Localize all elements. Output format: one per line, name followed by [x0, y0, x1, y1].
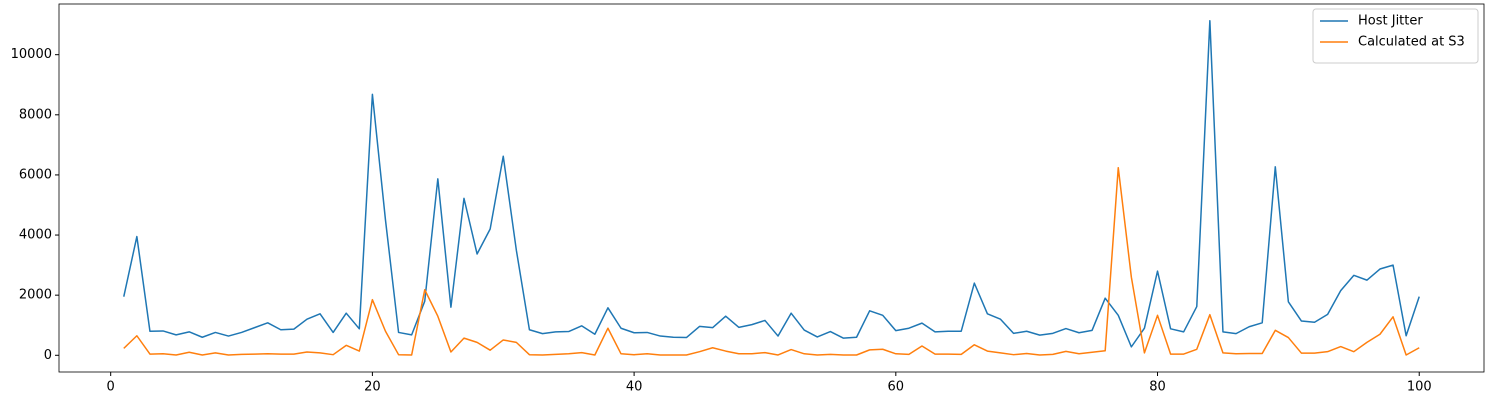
legend-label: Calculated at S3	[1358, 35, 1465, 50]
series-line	[123, 166, 1420, 356]
x-tick-label: 0	[107, 380, 115, 395]
y-tick-label: 2000	[19, 288, 52, 303]
x-tick-label: 20	[364, 380, 381, 395]
y-tick-label: 6000	[19, 167, 52, 182]
y-tick-label: 8000	[19, 107, 52, 122]
y-tick-label: 4000	[19, 228, 52, 243]
y-tick-label: 10000	[11, 47, 52, 62]
legend-label: Host Jitter	[1358, 14, 1423, 29]
legend-box	[1312, 8, 1479, 64]
y-tick-label: 0	[44, 348, 52, 363]
x-tick-label: 80	[1149, 380, 1166, 395]
x-tick-label: 60	[888, 380, 905, 395]
x-tick-label: 40	[626, 380, 643, 395]
series-line	[123, 19, 1420, 348]
axes-frame	[58, 3, 1485, 373]
x-tick-label: 100	[1407, 380, 1432, 395]
